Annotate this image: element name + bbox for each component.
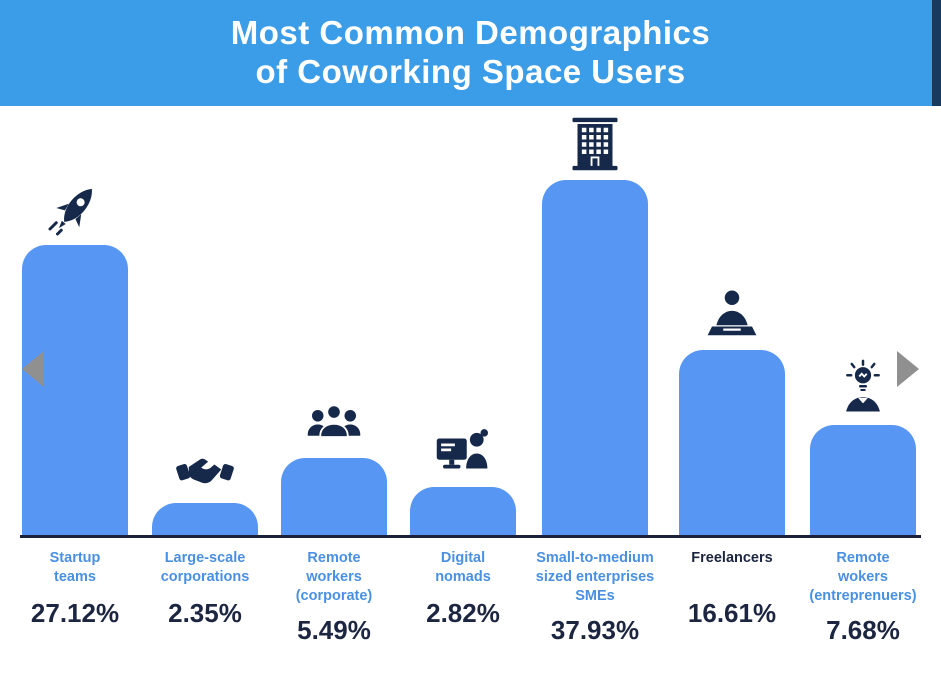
value-label: 5.49% (297, 615, 371, 646)
bar-column (152, 437, 258, 535)
value-label: 16.61% (687, 598, 777, 628)
bar (679, 350, 785, 535)
bar (281, 458, 387, 535)
left-arrow-icon (22, 351, 44, 387)
next-slide-button[interactable] (897, 351, 921, 387)
category-label: Startup teams (49, 550, 101, 586)
category-label-group: Large-scale corporations 2.35% (130, 549, 280, 629)
value-label: 27.12% (30, 598, 120, 628)
bar-column (542, 114, 648, 535)
bar-column (679, 284, 785, 535)
chart-title-line1: Most Common Demographics (230, 14, 711, 52)
bar (410, 487, 516, 535)
category-label-group: Remote wokers (entreprenuers) 7.68% (788, 549, 938, 646)
category-label-group: Small-to-medium sized enterprises SMEs 37.9… (520, 549, 670, 646)
category-label: Remote workers (corporate) (295, 550, 373, 605)
category-label-group: Startup teams 27.12% (0, 549, 150, 629)
category-label: Large-scale corporations (160, 550, 250, 586)
entrepreneur-bulb-icon (833, 359, 893, 419)
value-label: 7.68% (826, 615, 900, 646)
category-label-group: Freelancers 16.61% (657, 549, 807, 629)
category-label: Remote wokers (entreprenuers) (809, 550, 917, 605)
bar-column (22, 179, 128, 535)
prev-slide-button[interactable] (22, 351, 46, 387)
bar (542, 180, 648, 535)
value-label: 2.82% (426, 598, 500, 628)
bar-column (410, 421, 516, 535)
building-icon (565, 114, 625, 174)
category-label: Digital nomads (435, 550, 491, 586)
category-label: Freelancers (691, 550, 773, 566)
bar-column (810, 359, 916, 535)
chart-title: Most Common Demographics of Coworking Spa… (231, 14, 711, 92)
team-icon (304, 392, 364, 452)
header: Most Common Demographics of Coworking Spa… (0, 0, 941, 106)
axis-baseline (20, 535, 921, 538)
chart-title-line2: of Coworking Space Users (255, 53, 686, 90)
header-edge-strip (932, 0, 941, 106)
category-label-group: Digital nomads 2.82% (388, 549, 538, 629)
bar (152, 503, 258, 535)
rocket-icon (45, 179, 105, 239)
value-label: 37.93% (550, 615, 640, 646)
bar (810, 425, 916, 535)
handshake-icon (175, 437, 235, 497)
digital-nomad-icon (433, 421, 493, 481)
category-label: Small-to-medium sized enterprises SMEs (535, 550, 655, 605)
right-arrow-icon (897, 351, 919, 387)
freelancer-icon (702, 284, 762, 344)
bar (22, 245, 128, 535)
category-label-group: Remote workers (corporate) 5.49% (259, 549, 409, 646)
value-label: 2.35% (168, 598, 242, 628)
bar-column (281, 392, 387, 535)
